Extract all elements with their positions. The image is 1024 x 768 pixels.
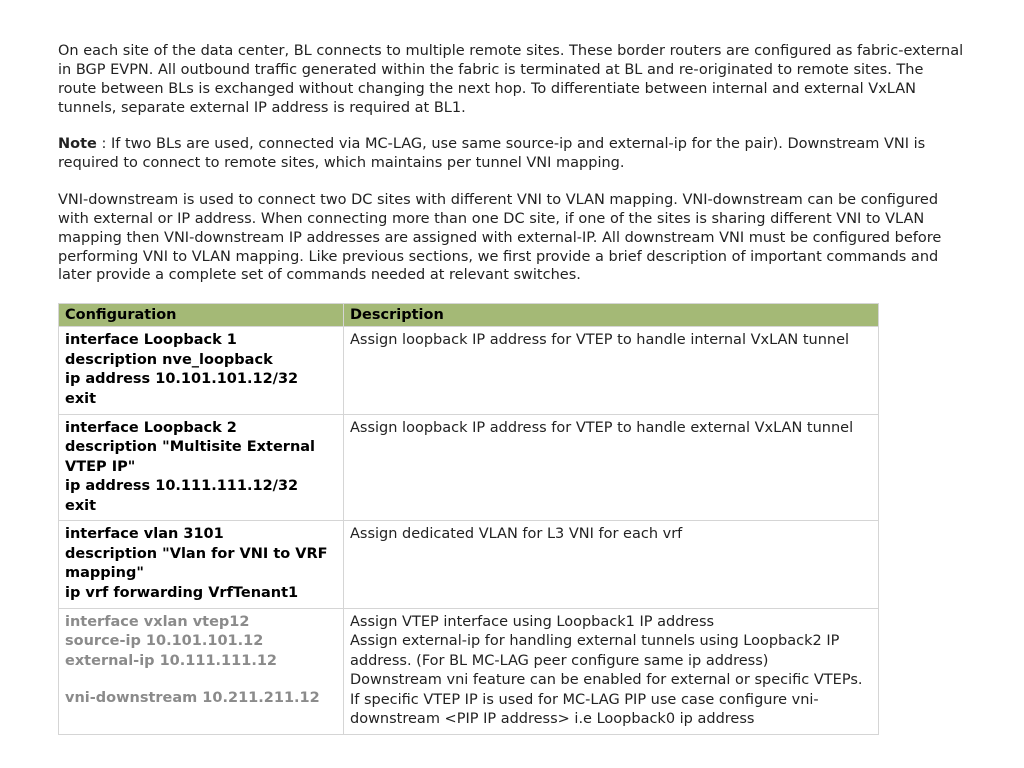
document-page: On each site of the data center, BL conn… xyxy=(0,0,1024,735)
config-line: external-ip 10.111.111.12 xyxy=(65,652,337,672)
config-cell: interface Loopback 2description "Multisi… xyxy=(59,414,344,521)
config-spacer xyxy=(65,671,337,689)
config-line: ip vrf forwarding VrfTenant1 xyxy=(65,584,337,604)
description-cell: Assign loopback IP address for VTEP to h… xyxy=(344,327,879,414)
config-table: Configuration Description interface Loop… xyxy=(58,303,879,735)
config-line: exit xyxy=(65,390,337,410)
config-line: description "Multisite External VTEP IP" xyxy=(65,438,337,477)
config-line: exit xyxy=(65,497,337,517)
table-row: interface Loopback 1description nve_loop… xyxy=(59,327,879,414)
description-cell: Assign dedicated VLAN for L3 VNI for eac… xyxy=(344,521,879,608)
paragraph-1: On each site of the data center, BL conn… xyxy=(58,42,966,117)
config-cell: interface vxlan vtep12source-ip 10.101.1… xyxy=(59,608,344,734)
config-line: vni-downstream 10.211.211.12 xyxy=(65,689,337,709)
table-row: interface Loopback 2description "Multisi… xyxy=(59,414,879,521)
paragraph-3: VNI-downstream is used to connect two DC… xyxy=(58,191,966,285)
description-cell: Assign VTEP interface using Loopback1 IP… xyxy=(344,608,879,734)
description-line: Downstream vni feature can be enabled fo… xyxy=(350,671,872,730)
table-row: interface vxlan vtep12source-ip 10.101.1… xyxy=(59,608,879,734)
config-line: interface vxlan vtep12 xyxy=(65,613,337,633)
table-body: interface Loopback 1description nve_loop… xyxy=(59,327,879,735)
config-cell: interface Loopback 1description nve_loop… xyxy=(59,327,344,414)
config-cell: interface vlan 3101description "Vlan for… xyxy=(59,521,344,608)
header-description: Description xyxy=(344,304,879,327)
note-body: : If two BLs are used, connected via MC-… xyxy=(58,136,925,171)
table-row: interface vlan 3101description "Vlan for… xyxy=(59,521,879,608)
config-line: interface Loopback 2 xyxy=(65,419,337,439)
description-line: Assign VTEP interface using Loopback1 IP… xyxy=(350,613,872,633)
config-line: interface vlan 3101 xyxy=(65,525,337,545)
description-cell: Assign loopback IP address for VTEP to h… xyxy=(344,414,879,521)
config-line: ip address 10.101.101.12/32 xyxy=(65,370,337,390)
paragraph-note: Note : If two BLs are used, connected vi… xyxy=(58,135,966,173)
table-header-row: Configuration Description xyxy=(59,304,879,327)
config-line: ip address 10.111.111.12/32 xyxy=(65,477,337,497)
config-line: description nve_loopback xyxy=(65,351,337,371)
header-configuration: Configuration xyxy=(59,304,344,327)
config-line: interface Loopback 1 xyxy=(65,331,337,351)
description-line: Assign loopback IP address for VTEP to h… xyxy=(350,331,872,351)
description-line: Assign external-ip for handling external… xyxy=(350,632,872,671)
config-line: description "Vlan for VNI to VRF mapping… xyxy=(65,545,337,584)
note-label: Note xyxy=(58,136,97,152)
description-line: Assign dedicated VLAN for L3 VNI for eac… xyxy=(350,525,872,545)
description-line: Assign loopback IP address for VTEP to h… xyxy=(350,419,872,439)
config-line: source-ip 10.101.101.12 xyxy=(65,632,337,652)
